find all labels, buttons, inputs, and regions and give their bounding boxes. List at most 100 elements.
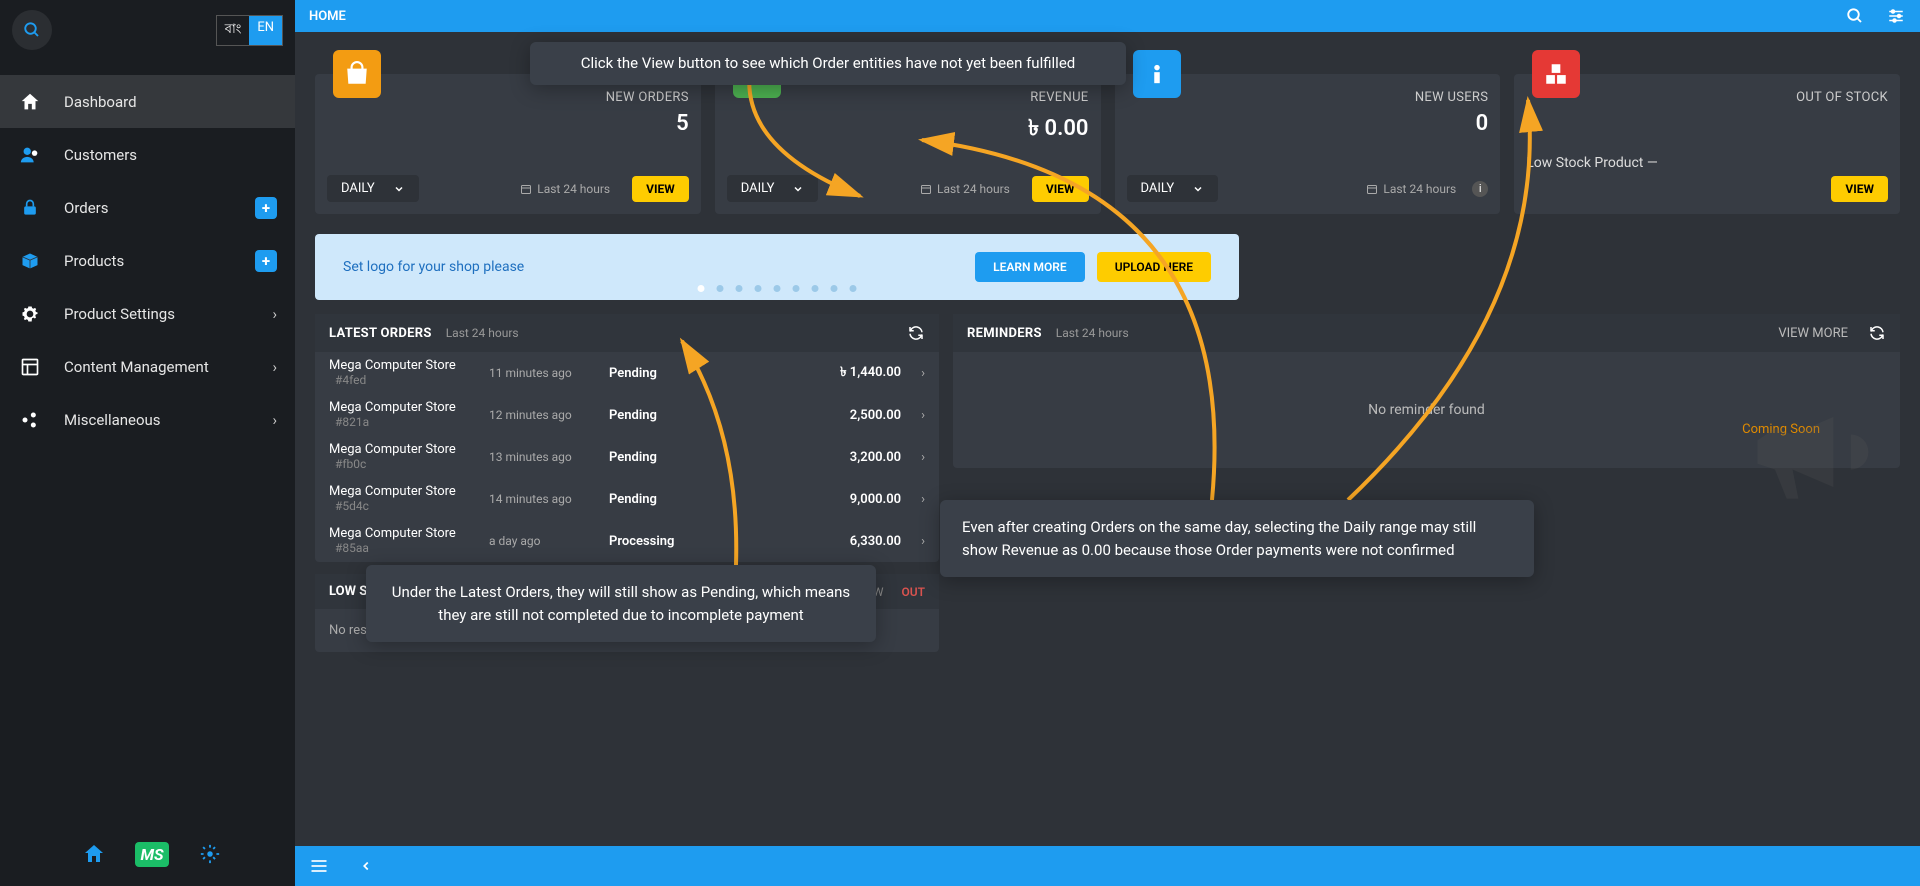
- main-content: NEW ORDERS 5 DAILY Last 24 hours VIEW RE…: [295, 32, 1920, 846]
- view-button[interactable]: VIEW: [632, 176, 689, 202]
- chevron-right-icon: ›: [272, 305, 277, 323]
- card-title: NEW USERS: [1127, 90, 1489, 105]
- period-select[interactable]: DAILY: [1127, 175, 1219, 202]
- view-button[interactable]: VIEW: [1831, 176, 1888, 202]
- chevron-down-icon: [393, 183, 405, 195]
- order-amount: 3,200.00: [729, 450, 901, 465]
- period-select[interactable]: DAILY: [727, 175, 819, 202]
- order-id: #5d4c: [335, 499, 369, 513]
- banner-dot[interactable]: [755, 285, 762, 292]
- banner-pagination: [698, 285, 857, 292]
- sidebar-top: বাং EN: [0, 0, 295, 60]
- megaphone-icon: [1740, 382, 1880, 522]
- lang-en[interactable]: EN: [249, 16, 282, 45]
- chevron-right-icon: ›: [921, 450, 925, 465]
- period-label: DAILY: [1141, 181, 1175, 196]
- nav-label: Product Settings: [64, 305, 175, 323]
- banner-dot[interactable]: [717, 285, 724, 292]
- back-button[interactable]: [359, 856, 373, 876]
- topbar: HOME: [295, 0, 1920, 32]
- banner-dot[interactable]: [831, 285, 838, 292]
- order-store: Mega Computer Store #5d4c: [329, 484, 489, 514]
- bottombar: [295, 846, 1920, 886]
- low-stock-text: Low Stock Product —: [1526, 155, 1888, 171]
- order-amount: 6,330.00: [729, 534, 901, 549]
- range-text: Last 24 hours: [520, 182, 610, 196]
- order-time: 13 minutes ago: [489, 450, 609, 464]
- banner-dot[interactable]: [812, 285, 819, 292]
- banner-dot[interactable]: [793, 285, 800, 292]
- chevron-down-icon: [1192, 183, 1204, 195]
- home-shortcut[interactable]: [80, 840, 108, 868]
- nav-customers[interactable]: Customers: [0, 128, 295, 181]
- card-new-orders: NEW ORDERS 5 DAILY Last 24 hours VIEW: [315, 74, 701, 214]
- card-value: ৳ 0.00: [727, 111, 1089, 148]
- out-filter[interactable]: OUT: [901, 585, 925, 599]
- nav-orders[interactable]: Orders +: [0, 181, 295, 234]
- order-time: 12 minutes ago: [489, 408, 609, 422]
- order-row[interactable]: Mega Computer Store #5d4c14 minutes agoP…: [315, 478, 939, 520]
- banner-dot[interactable]: [850, 285, 857, 292]
- banner-text: Set logo for your shop please: [343, 259, 524, 275]
- card-title: REVENUE: [727, 90, 1089, 105]
- gear-icon: [18, 302, 42, 326]
- nav-miscellaneous[interactable]: Miscellaneous ›: [0, 393, 295, 446]
- order-row[interactable]: Mega Computer Store #85aaa day agoProces…: [315, 520, 939, 562]
- breadcrumb-home[interactable]: HOME: [309, 9, 346, 24]
- orders-body: Mega Computer Store #4fed11 minutes agoP…: [315, 352, 939, 562]
- sidebar-search-button[interactable]: [12, 10, 52, 50]
- period-select[interactable]: DAILY: [327, 175, 419, 202]
- shopping-bag-icon: [333, 50, 381, 98]
- banner-dot[interactable]: [698, 285, 705, 292]
- order-time: a day ago: [489, 534, 609, 548]
- nav-dashboard[interactable]: Dashboard: [0, 75, 295, 128]
- info-icon: [1133, 50, 1181, 98]
- order-time: 11 minutes ago: [489, 366, 609, 380]
- topbar-filters[interactable]: [1886, 7, 1906, 25]
- order-amount: ৳ 1,440.00: [729, 363, 901, 384]
- stat-cards: NEW ORDERS 5 DAILY Last 24 hours VIEW RE…: [315, 74, 1900, 214]
- nav-product-settings[interactable]: Product Settings ›: [0, 287, 295, 340]
- chevron-right-icon: ›: [921, 408, 925, 423]
- settings-shortcut[interactable]: [196, 840, 224, 868]
- lang-bn[interactable]: বাং: [217, 16, 250, 45]
- banner-dot[interactable]: [774, 285, 781, 292]
- range-text: Last 24 hours: [1366, 182, 1456, 196]
- add-product-button[interactable]: +: [255, 250, 277, 272]
- ms-badge[interactable]: MS: [138, 840, 166, 868]
- annotation-top: Click the View button to see which Order…: [530, 42, 1126, 85]
- order-status: Pending: [609, 366, 729, 381]
- learn-more-button[interactable]: LEARN MORE: [975, 252, 1085, 282]
- order-store: Mega Computer Store #85aa: [329, 526, 489, 556]
- calendar-icon: [520, 183, 532, 195]
- nav-content-management[interactable]: Content Management ›: [0, 340, 295, 393]
- order-row[interactable]: Mega Computer Store #fb0c13 minutes agoP…: [315, 436, 939, 478]
- nav-products[interactable]: Products +: [0, 234, 295, 287]
- info-button[interactable]: i: [1472, 181, 1488, 197]
- upload-here-button[interactable]: UPLOAD HERE: [1097, 252, 1211, 282]
- order-row[interactable]: Mega Computer Store #4fed11 minutes agoP…: [315, 352, 939, 394]
- view-more-link[interactable]: VIEW MORE: [1778, 326, 1848, 341]
- sidebar: বাং EN Dashboard Customers Orders + Prod…: [0, 0, 295, 886]
- menu-button[interactable]: [309, 856, 329, 876]
- order-amount: 2,500.00: [729, 408, 901, 423]
- order-store: Mega Computer Store #fb0c: [329, 442, 489, 472]
- order-id: #fb0c: [335, 457, 366, 471]
- card-title: NEW ORDERS: [327, 90, 689, 105]
- refresh-button[interactable]: [1868, 324, 1886, 342]
- order-time: 14 minutes ago: [489, 492, 609, 506]
- calendar-icon: [1366, 183, 1378, 195]
- order-id: #85aa: [335, 541, 369, 555]
- banner-dot[interactable]: [736, 285, 743, 292]
- language-toggle[interactable]: বাং EN: [216, 15, 283, 46]
- refresh-button[interactable]: [907, 324, 925, 342]
- view-button[interactable]: VIEW: [1032, 176, 1089, 202]
- nav-label: Products: [64, 252, 124, 270]
- order-amount: 9,000.00: [729, 492, 901, 507]
- add-order-button[interactable]: +: [255, 197, 277, 219]
- order-id: #4fed: [335, 373, 366, 387]
- order-status: Processing: [609, 534, 729, 549]
- calendar-icon: [920, 183, 932, 195]
- order-row[interactable]: Mega Computer Store #821a12 minutes agoP…: [315, 394, 939, 436]
- topbar-search[interactable]: [1846, 7, 1864, 25]
